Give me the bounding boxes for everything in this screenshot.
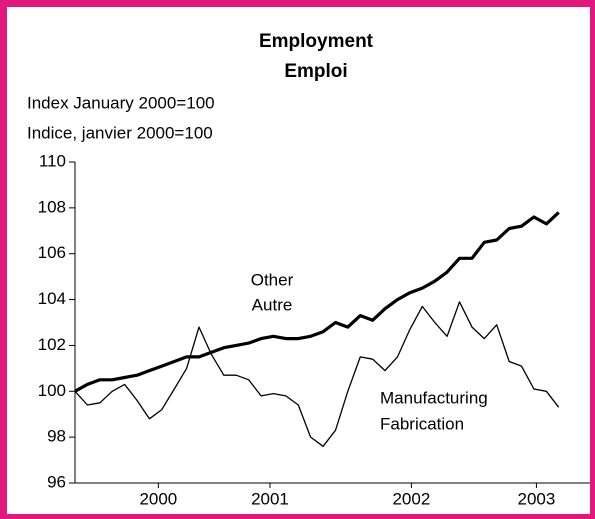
x-tick-label: 2002 <box>392 489 430 508</box>
y-tick-label: 106 <box>38 243 66 262</box>
x-tick-label: 2001 <box>251 489 289 508</box>
y-tick-label: 98 <box>47 427 66 446</box>
series-label: Other <box>251 270 294 289</box>
x-tick-label: 2003 <box>518 489 556 508</box>
y-tick-label: 96 <box>47 472 66 491</box>
series-label: Autre <box>252 295 293 314</box>
y-tick-label: 108 <box>38 197 66 216</box>
series-line <box>74 301 560 447</box>
y-axis-label: Index January 2000=100 <box>27 93 215 112</box>
chart-subtitle: Emploi <box>284 61 347 82</box>
y-axis-label: Indice, janvier 2000=100 <box>27 123 213 142</box>
chart-title: Employment <box>259 31 374 52</box>
y-tick-label: 102 <box>38 335 66 354</box>
y-tick-label: 104 <box>38 289 66 308</box>
y-tick-label: 110 <box>39 151 66 170</box>
x-tick-label: 2000 <box>139 489 177 508</box>
y-tick-label: 100 <box>38 381 66 400</box>
series-label: Fabrication <box>380 414 464 433</box>
series-label: Manufacturing <box>380 388 488 407</box>
series-line <box>74 211 560 393</box>
